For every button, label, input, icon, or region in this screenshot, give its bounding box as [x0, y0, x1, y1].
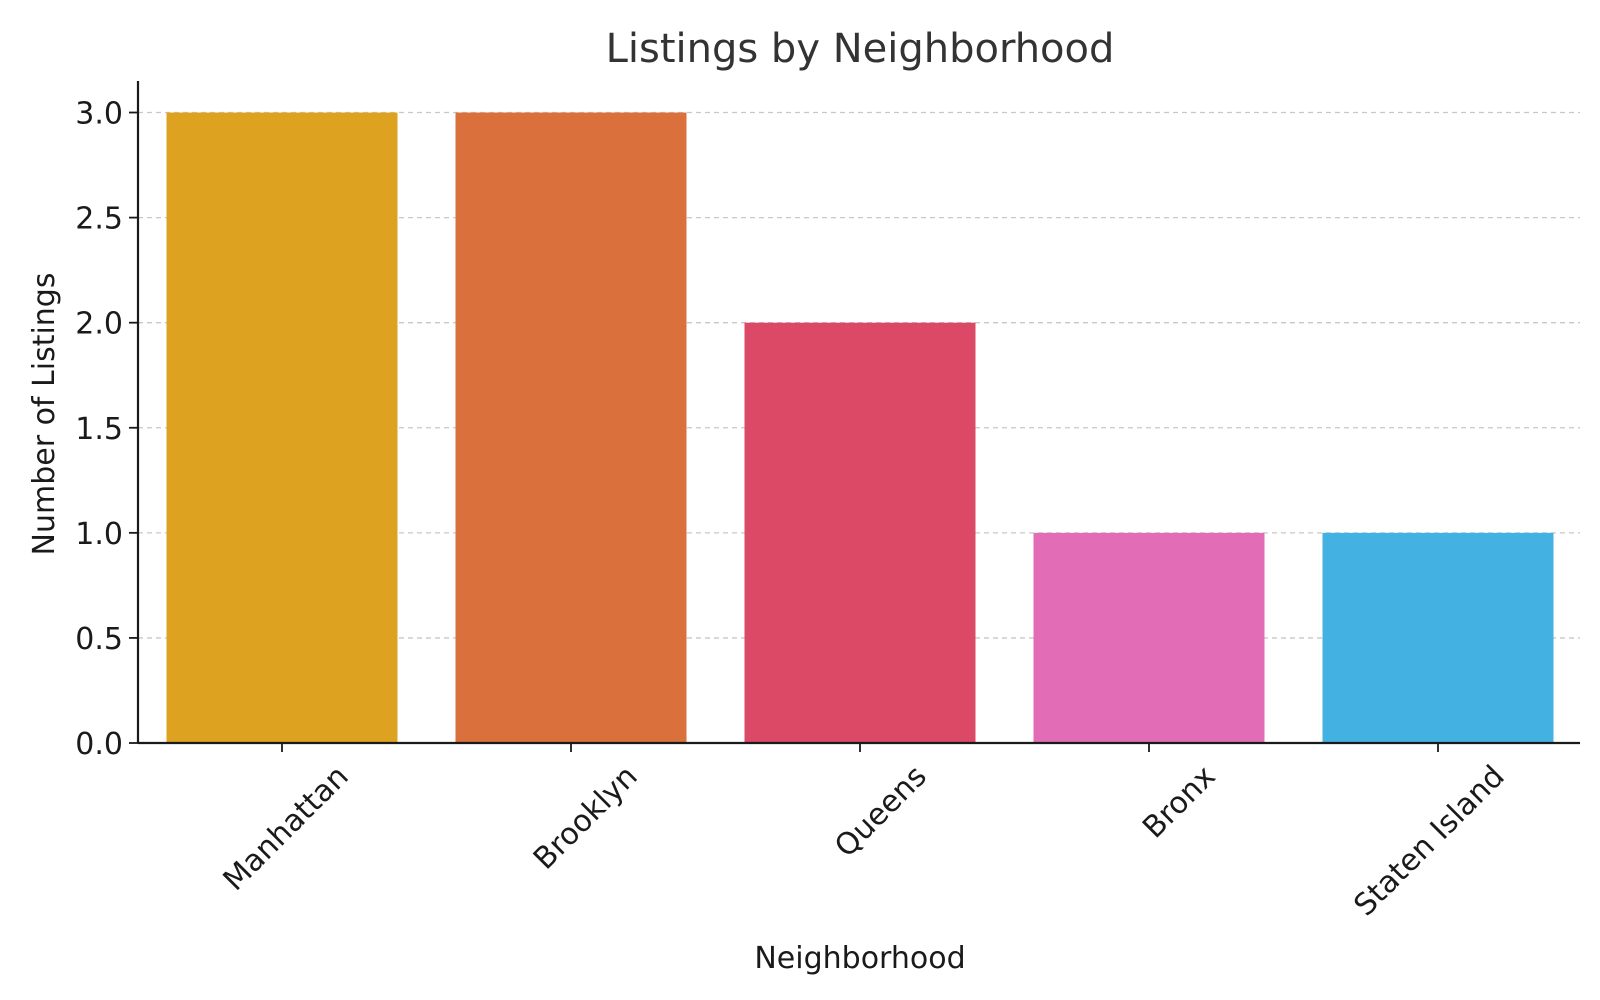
- chart-title: Listings by Neighborhood: [606, 26, 1115, 72]
- x-tick-label: Staten Island: [1347, 759, 1511, 923]
- y-tick-label: 1.5: [75, 412, 123, 447]
- x-tick-label: Queens: [828, 759, 933, 864]
- y-tick-label: 1.0: [75, 517, 123, 552]
- bar-queens: [744, 322, 976, 743]
- x-tick-label: Manhattan: [217, 759, 356, 898]
- y-axis-label: Number of Listings: [27, 273, 62, 556]
- x-axis-label: Neighborhood: [754, 941, 965, 976]
- y-tick-label: 2.0: [75, 307, 123, 342]
- bars: [166, 112, 1554, 744]
- bar-bronx: [1033, 532, 1265, 743]
- bar-brooklyn: [455, 112, 687, 744]
- y-tick-label: 0.5: [75, 622, 123, 657]
- axes: [129, 81, 1580, 752]
- y-tick-label: 0.0: [75, 727, 123, 762]
- y-tick-label: 2.5: [75, 202, 123, 237]
- bar-staten-island: [1322, 532, 1554, 743]
- bar-manhattan: [166, 112, 398, 744]
- x-tick-label: Bronx: [1136, 759, 1223, 846]
- y-tick-label: 3.0: [75, 97, 123, 132]
- x-tick-label: Brooklyn: [527, 759, 645, 877]
